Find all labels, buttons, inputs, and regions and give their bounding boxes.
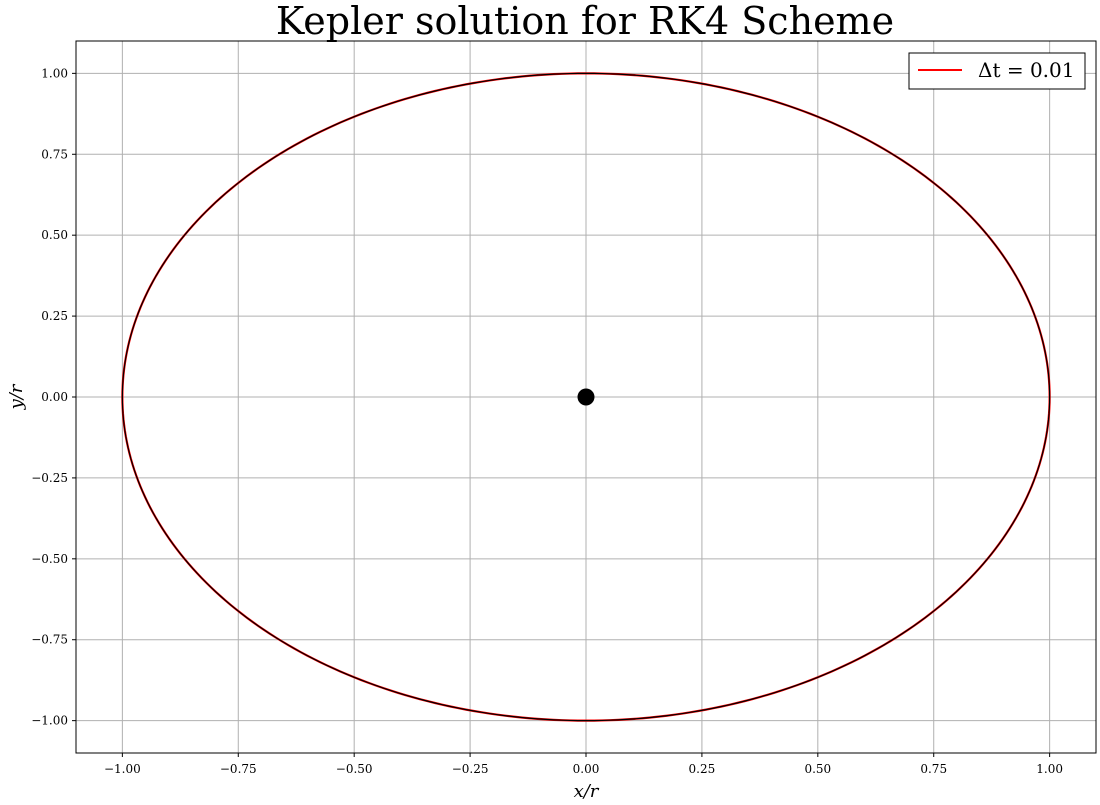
central-body-marker bbox=[577, 388, 595, 406]
chart-title: Kepler solution for RK4 Scheme bbox=[276, 0, 894, 43]
tick-marks bbox=[72, 72, 1051, 757]
x-tick-label: −1.00 bbox=[104, 762, 141, 776]
x-tick-label: 1.00 bbox=[1036, 762, 1063, 776]
y-tick-label: 0.25 bbox=[41, 309, 68, 323]
x-tick-label: 0.75 bbox=[920, 762, 947, 776]
x-tick-label: 0.25 bbox=[689, 762, 716, 776]
legend: Δt = 0.01 bbox=[908, 52, 1086, 90]
y-tick-label: 0.50 bbox=[41, 228, 68, 242]
y-tick-label: −0.75 bbox=[31, 633, 68, 647]
y-tick-label: 0.00 bbox=[41, 390, 68, 404]
y-tick-label: 0.75 bbox=[41, 147, 68, 161]
x-tick-labels: −1.00 −0.75 −0.50 −0.25 0.00 0.25 0.50 0.75 1.00 bbox=[104, 762, 1063, 776]
x-tick-label: −0.75 bbox=[220, 762, 257, 776]
orbit-layer bbox=[121, 72, 1051, 722]
y-tick-label: −1.00 bbox=[31, 714, 68, 728]
x-tick-label: −0.50 bbox=[336, 762, 373, 776]
x-axis-label: x/r bbox=[574, 781, 600, 802]
y-tick-labels: −1.00 −0.75 −0.50 −0.25 0.00 0.25 0.50 0.75 1.00 bbox=[31, 66, 68, 727]
reference-orbit-line bbox=[121, 72, 1051, 722]
y-tick-label: −0.25 bbox=[31, 471, 68, 485]
legend-box bbox=[908, 52, 1086, 90]
y-tick-label: −0.50 bbox=[31, 552, 68, 566]
x-tick-label: −0.25 bbox=[452, 762, 489, 776]
x-tick-label: 0.00 bbox=[573, 762, 600, 776]
legend-label: Δt = 0.01 bbox=[978, 58, 1074, 82]
x-tick-label: 0.50 bbox=[804, 762, 831, 776]
y-axis-label: y/r bbox=[6, 383, 27, 410]
y-tick-label: 1.00 bbox=[41, 66, 68, 80]
